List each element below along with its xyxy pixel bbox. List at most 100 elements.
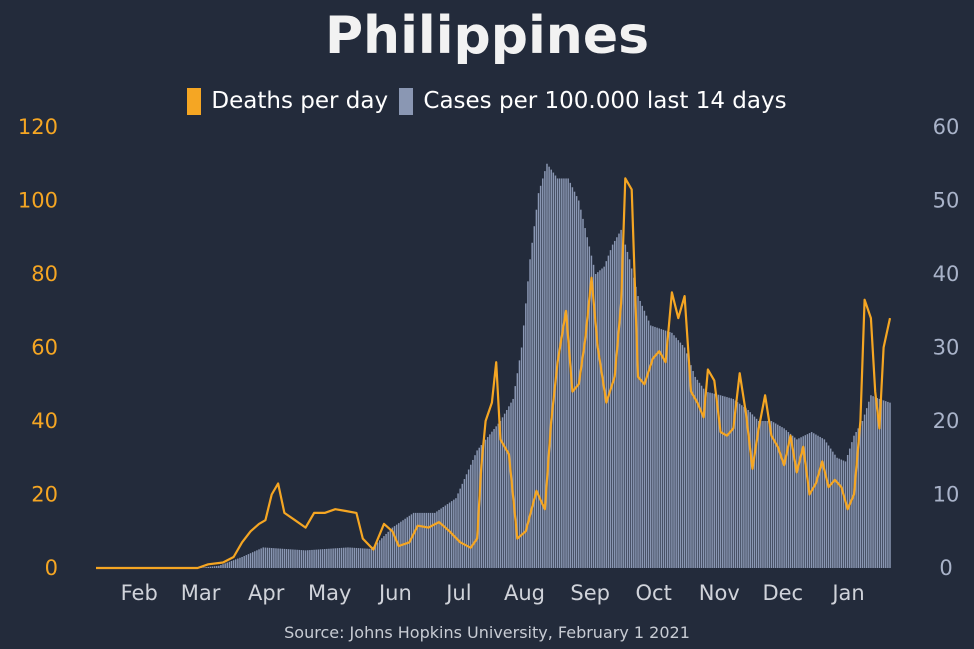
cases-bar [865, 408, 868, 568]
cases-bar [787, 432, 790, 568]
cases-bar [764, 421, 766, 568]
x-tick-label: Aug [504, 581, 545, 605]
cases-bar [702, 388, 705, 568]
cases-bar [520, 347, 523, 568]
cases-bar [889, 402, 891, 569]
cases-bar [618, 233, 620, 568]
cases-bar [624, 244, 627, 568]
cases-bar [306, 550, 309, 568]
cases-bar [268, 547, 271, 568]
cases-bar [709, 392, 711, 568]
cases-bar [425, 512, 428, 569]
cases-bar [853, 435, 855, 568]
cases-bar [414, 512, 417, 569]
cases-bar [249, 553, 252, 568]
cases-bar [474, 455, 476, 568]
cases-bar [844, 461, 847, 568]
cases-bar [611, 244, 614, 568]
cases-bar [522, 325, 525, 568]
x-tick-label: May [308, 581, 351, 605]
cases-bar [561, 178, 563, 568]
cases-bar [465, 474, 468, 568]
cases-bar [215, 566, 218, 568]
cases-bar [694, 376, 696, 568]
cases-bar [597, 272, 599, 568]
cases-bar [213, 566, 216, 568]
cases-bar [340, 547, 343, 568]
cases-bar [882, 400, 885, 568]
cases-bar [326, 548, 328, 568]
cases-bar [385, 533, 387, 568]
cases-bar [836, 457, 838, 568]
cases-bar [567, 178, 569, 568]
cases-bar [736, 402, 739, 568]
cases-bar [819, 436, 821, 568]
cases-bar [671, 332, 673, 568]
cases-bar [675, 337, 677, 568]
cases-bar [336, 548, 339, 568]
cases-bar [518, 360, 521, 568]
cases-bar [793, 437, 796, 568]
cases-bar [887, 401, 889, 568]
legend-item-cases[interactable]: Cases per 100.000 last 14 days [399, 88, 787, 115]
cases-bar [446, 504, 449, 568]
cases-bar [434, 512, 436, 569]
cases-bar [734, 400, 737, 568]
cases-bar [260, 548, 262, 568]
x-tick-label: Nov [699, 581, 740, 605]
cases-bar [493, 429, 495, 568]
cases-bar [874, 397, 876, 568]
cases-bar [834, 454, 836, 568]
cases-bar [207, 566, 209, 568]
cases-bar [366, 548, 368, 568]
cases-bar [334, 548, 336, 568]
cases-bar [751, 414, 754, 568]
cases-bar [783, 428, 785, 568]
cases-bar [622, 237, 624, 568]
y-right-tick-label: 20 [933, 409, 960, 433]
legend-label-cases: Cases per 100.000 last 14 days [423, 88, 787, 114]
cases-bar [489, 434, 491, 568]
cases-bar [311, 549, 313, 568]
cases-bar [639, 300, 641, 568]
legend-label-deaths: Deaths per day [211, 88, 389, 114]
x-tick-label: Sep [570, 581, 610, 605]
x-tick-label: Dec [762, 581, 803, 605]
cases-bar [251, 552, 254, 568]
cases-bar [774, 423, 777, 568]
cases-bar [791, 435, 794, 568]
cases-bar [620, 229, 622, 568]
cases-bar [592, 264, 595, 568]
cases-bar [641, 305, 644, 568]
cases-bar [537, 193, 540, 568]
legend-item-deaths[interactable]: Deaths per day [187, 88, 388, 115]
cases-bar [472, 459, 474, 568]
cases-bar [444, 505, 447, 568]
cases-bar [287, 549, 290, 568]
cases-bar [209, 566, 212, 568]
cases-bar [393, 526, 396, 568]
cases-bar [817, 435, 819, 568]
cases-bar [338, 548, 341, 568]
cases-bar [711, 393, 713, 568]
cases-bar [281, 548, 284, 568]
cases-bar [357, 548, 360, 568]
x-tick-label: Jul [444, 581, 471, 605]
y-left-tick-label: 120 [18, 115, 58, 139]
cases-bar [857, 428, 859, 568]
cases-bar [660, 329, 663, 569]
cases-bar [878, 398, 881, 568]
cases-bar [601, 268, 603, 568]
cases-bar [810, 432, 813, 568]
deaths-swatch [187, 88, 202, 115]
y-left-tick-label: 100 [18, 189, 58, 213]
cases-bar [321, 549, 324, 568]
cases-bar [800, 437, 802, 568]
cases-bar [745, 408, 747, 568]
cases-bar [277, 548, 279, 568]
cases-bar [868, 401, 870, 568]
cases-bar [673, 335, 675, 568]
cases-bar [271, 548, 273, 568]
cases-bar [438, 509, 440, 568]
cases-bar [580, 209, 582, 568]
